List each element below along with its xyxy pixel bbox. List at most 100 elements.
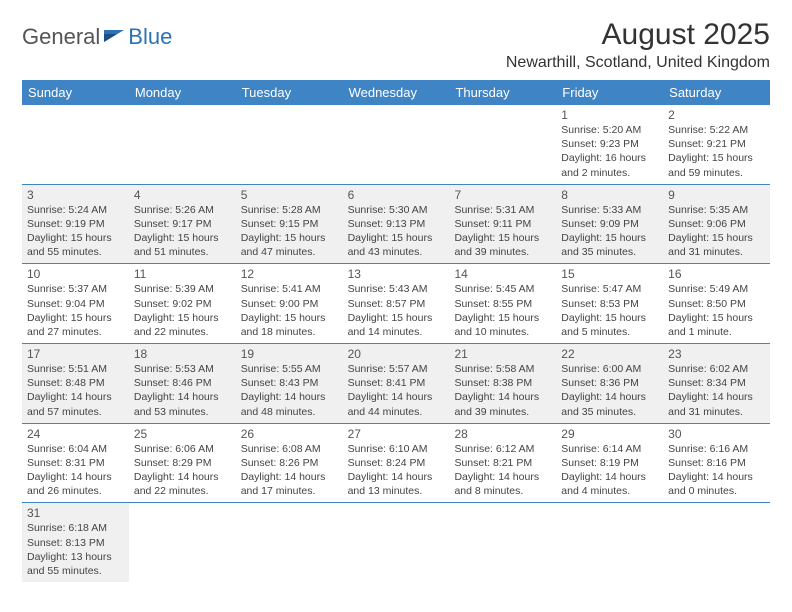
- sunset-line: Sunset: 8:19 PM: [561, 456, 658, 470]
- day-header-cell: Sunday: [22, 80, 129, 105]
- week-row: 17Sunrise: 5:51 AMSunset: 8:48 PMDayligh…: [22, 344, 770, 424]
- day-number: 8: [561, 188, 658, 202]
- page: General Blue August 2025 Newarthill, Sco…: [0, 0, 792, 600]
- day-number: 17: [27, 347, 124, 361]
- daylight-line: Daylight: 13 hours: [27, 550, 124, 564]
- day-number: 18: [134, 347, 231, 361]
- empty-cell: [449, 105, 556, 184]
- sunrise-line: Sunrise: 6:12 AM: [454, 442, 551, 456]
- day-number: 20: [348, 347, 445, 361]
- day-cell: 12Sunrise: 5:41 AMSunset: 9:00 PMDayligh…: [236, 264, 343, 343]
- daylight-line: and 35 minutes.: [561, 405, 658, 419]
- sunrise-line: Sunrise: 5:26 AM: [134, 203, 231, 217]
- daylight-line: and 14 minutes.: [348, 325, 445, 339]
- sunrise-line: Sunrise: 5:47 AM: [561, 282, 658, 296]
- daylight-line: Daylight: 15 hours: [668, 151, 765, 165]
- month-title: August 2025: [506, 18, 770, 52]
- day-cell: 29Sunrise: 6:14 AMSunset: 8:19 PMDayligh…: [556, 424, 663, 503]
- sunset-line: Sunset: 8:48 PM: [27, 376, 124, 390]
- day-cell: 31Sunrise: 6:18 AMSunset: 8:13 PMDayligh…: [22, 503, 129, 582]
- day-header-cell: Tuesday: [236, 80, 343, 105]
- daylight-line: Daylight: 15 hours: [454, 231, 551, 245]
- day-number: 30: [668, 427, 765, 441]
- sunset-line: Sunset: 8:16 PM: [668, 456, 765, 470]
- sunset-line: Sunset: 8:55 PM: [454, 297, 551, 311]
- day-header-cell: Friday: [556, 80, 663, 105]
- daylight-line: Daylight: 15 hours: [668, 231, 765, 245]
- sunset-line: Sunset: 8:38 PM: [454, 376, 551, 390]
- daylight-line: and 8 minutes.: [454, 484, 551, 498]
- daylight-line: and 22 minutes.: [134, 484, 231, 498]
- sunset-line: Sunset: 9:02 PM: [134, 297, 231, 311]
- daylight-line: Daylight: 15 hours: [348, 311, 445, 325]
- day-cell: 26Sunrise: 6:08 AMSunset: 8:26 PMDayligh…: [236, 424, 343, 503]
- empty-cell: [343, 503, 450, 582]
- week-row: 1Sunrise: 5:20 AMSunset: 9:23 PMDaylight…: [22, 105, 770, 185]
- day-number: 13: [348, 267, 445, 281]
- sunrise-line: Sunrise: 6:04 AM: [27, 442, 124, 456]
- day-number: 9: [668, 188, 765, 202]
- daylight-line: Daylight: 14 hours: [348, 390, 445, 404]
- sunrise-line: Sunrise: 5:57 AM: [348, 362, 445, 376]
- day-cell: 8Sunrise: 5:33 AMSunset: 9:09 PMDaylight…: [556, 185, 663, 264]
- sunset-line: Sunset: 8:31 PM: [27, 456, 124, 470]
- sunrise-line: Sunrise: 5:22 AM: [668, 123, 765, 137]
- day-number: 10: [27, 267, 124, 281]
- sunrise-line: Sunrise: 5:33 AM: [561, 203, 658, 217]
- daylight-line: and 39 minutes.: [454, 245, 551, 259]
- sunrise-line: Sunrise: 5:58 AM: [454, 362, 551, 376]
- empty-cell: [449, 503, 556, 582]
- sunset-line: Sunset: 8:36 PM: [561, 376, 658, 390]
- day-number: 16: [668, 267, 765, 281]
- empty-cell: [236, 503, 343, 582]
- daylight-line: Daylight: 14 hours: [454, 470, 551, 484]
- daylight-line: and 17 minutes.: [241, 484, 338, 498]
- day-cell: 6Sunrise: 5:30 AMSunset: 9:13 PMDaylight…: [343, 185, 450, 264]
- week-row: 24Sunrise: 6:04 AMSunset: 8:31 PM Dayligh…: [22, 424, 770, 504]
- sunrise-line: Sunrise: 5:39 AM: [134, 282, 231, 296]
- day-cell: 16Sunrise: 5:49 AMSunset: 8:50 PMDayligh…: [663, 264, 770, 343]
- daylight-line: and 31 minutes.: [668, 405, 765, 419]
- daylight-line: Daylight: 14 hours: [27, 390, 124, 404]
- day-number: 2: [668, 108, 765, 122]
- calendar-body: 1Sunrise: 5:20 AMSunset: 9:23 PMDaylight…: [22, 105, 770, 582]
- sunset-line: Sunset: 8:50 PM: [668, 297, 765, 311]
- sunset-line: Sunset: 9:00 PM: [241, 297, 338, 311]
- day-number: 15: [561, 267, 658, 281]
- daylight-line: and 1 minute.: [668, 325, 765, 339]
- day-number: 3: [27, 188, 124, 202]
- daylight-line: and 2 minutes.: [561, 166, 658, 180]
- day-header-cell: Monday: [129, 80, 236, 105]
- flag-icon: [104, 28, 126, 44]
- sunset-line: Sunset: 9:13 PM: [348, 217, 445, 231]
- daylight-line: and 43 minutes.: [348, 245, 445, 259]
- daylight-line: Daylight: 15 hours: [134, 231, 231, 245]
- sunset-line: Sunset: 8:29 PM: [134, 456, 231, 470]
- sunset-line: Sunset: 8:26 PM: [241, 456, 338, 470]
- sunset-line: Sunset: 9:15 PM: [241, 217, 338, 231]
- daylight-line: Daylight: 15 hours: [241, 231, 338, 245]
- day-cell: 30Sunrise: 6:16 AMSunset: 8:16 PMDayligh…: [663, 424, 770, 503]
- day-cell: 24Sunrise: 6:04 AMSunset: 8:31 PMDayligh…: [22, 424, 129, 503]
- day-cell: 11Sunrise: 5:39 AMSunset: 9:02 PMDayligh…: [129, 264, 236, 343]
- day-number: 24: [27, 427, 124, 441]
- sunrise-line: Sunrise: 5:20 AM: [561, 123, 658, 137]
- sunrise-line: Sunrise: 6:16 AM: [668, 442, 765, 456]
- day-cell: 28Sunrise: 6:12 AMSunset: 8:21 PMDayligh…: [449, 424, 556, 503]
- sunrise-line: Sunrise: 5:55 AM: [241, 362, 338, 376]
- sunset-line: Sunset: 9:11 PM: [454, 217, 551, 231]
- sunrise-line: Sunrise: 5:53 AM: [134, 362, 231, 376]
- sunrise-line: Sunrise: 6:10 AM: [348, 442, 445, 456]
- sunset-line: Sunset: 8:24 PM: [348, 456, 445, 470]
- day-header-cell: Wednesday: [343, 80, 450, 105]
- day-number: 12: [241, 267, 338, 281]
- logo-text-general: General: [22, 24, 100, 50]
- daylight-line: and 44 minutes.: [348, 405, 445, 419]
- sunrise-line: Sunrise: 6:08 AM: [241, 442, 338, 456]
- sunset-line: Sunset: 9:23 PM: [561, 137, 658, 151]
- day-number: 29: [561, 427, 658, 441]
- sunset-line: Sunset: 8:34 PM: [668, 376, 765, 390]
- sunrise-line: Sunrise: 6:06 AM: [134, 442, 231, 456]
- day-number: 31: [27, 506, 124, 520]
- daylight-line: Daylight: 15 hours: [134, 311, 231, 325]
